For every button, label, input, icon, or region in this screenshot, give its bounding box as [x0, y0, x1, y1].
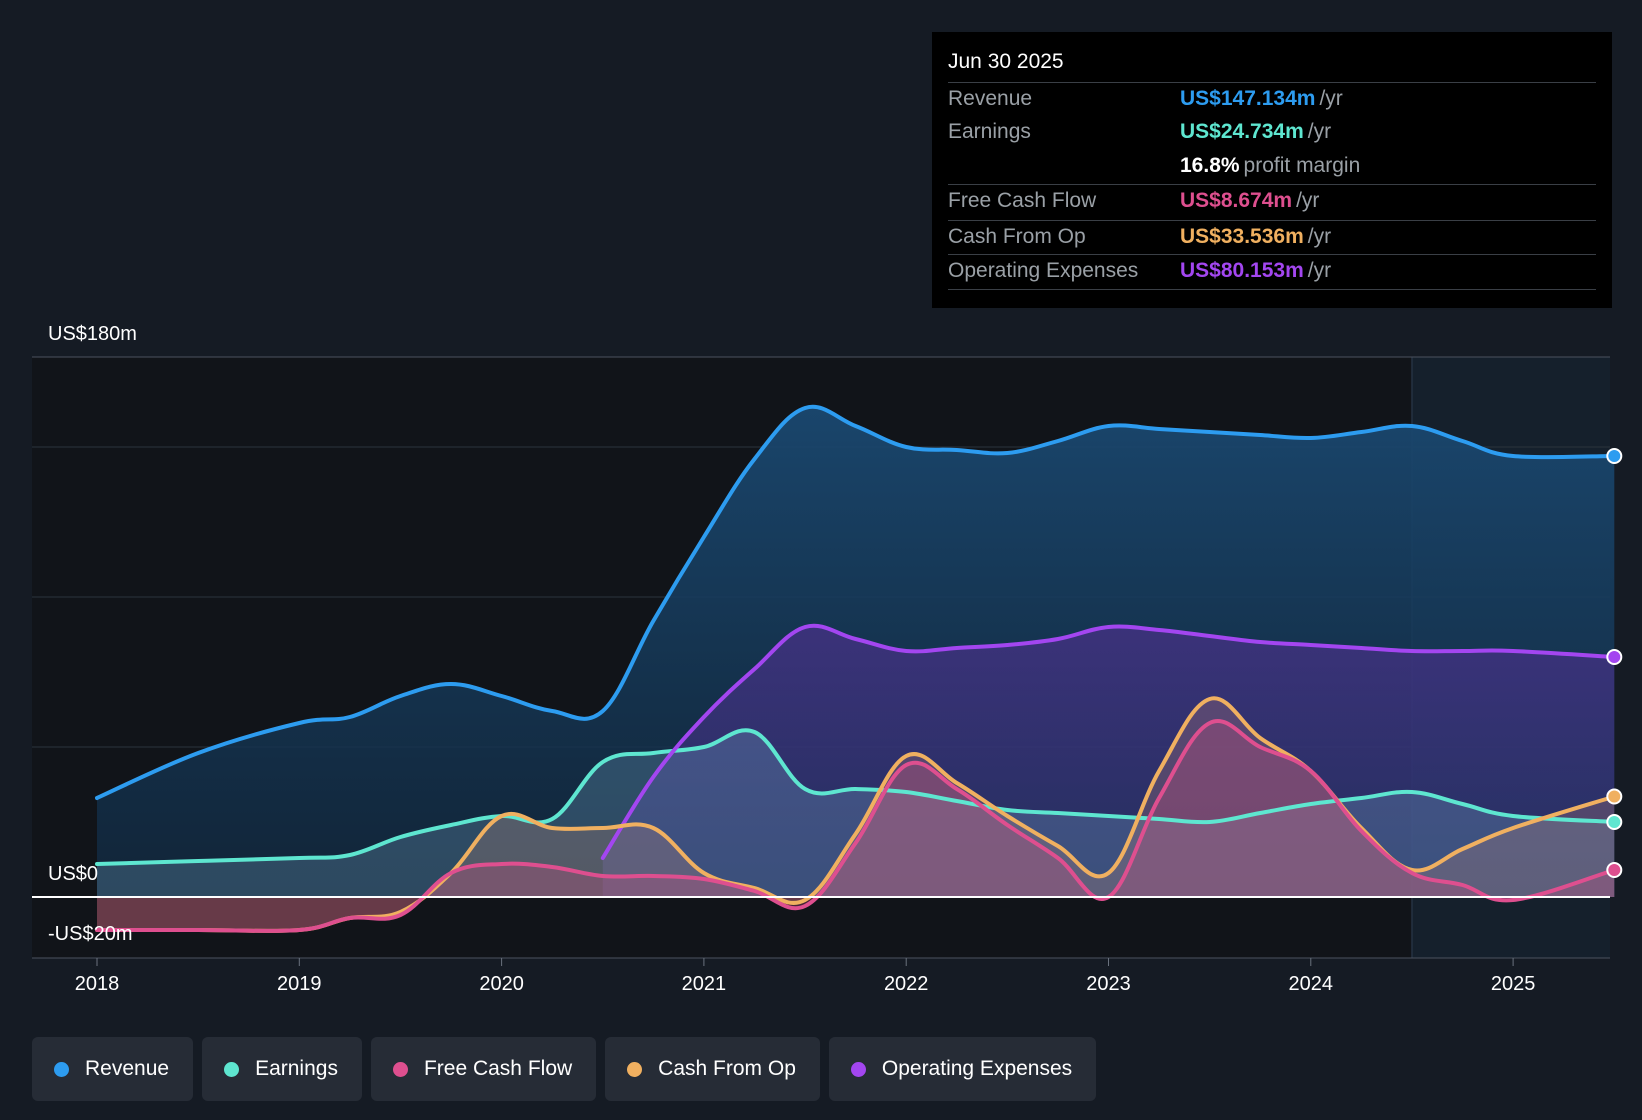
tooltip-row-revenue: Revenue US$147.134m/yr [948, 82, 1596, 117]
x-tick-label: 2019 [277, 973, 322, 995]
tooltip-date: Jun 30 2025 [948, 50, 1064, 73]
tooltip-value-cfo: US$33.536m/yr [1180, 225, 1332, 248]
line-operating-expenses [600, 623, 1617, 860]
tooltip-row-cfo: Cash From Op US$33.536m/yr [948, 220, 1596, 255]
x-tick-label: 2018 [75, 973, 120, 995]
free-cash-flow-dot-icon [392, 1061, 408, 1077]
legend-item-operating-expenses[interactable]: Operating Expenses [828, 1037, 1097, 1101]
x-tick-label: 2024 [1289, 973, 1334, 995]
tooltip-row-opex: Operating Expenses US$80.153m/yr [948, 254, 1596, 290]
legend-label-earnings: Earnings [255, 1057, 338, 1080]
x-tick-label: 2021 [682, 973, 727, 995]
y-label-top: US$180m [48, 323, 137, 345]
x-tick-label: 2023 [1086, 973, 1131, 995]
y-axis-labels: US$180m US$0 -US$20m [48, 323, 137, 945]
cash-from-op-dot-icon [627, 1061, 643, 1077]
tooltip-value-opex: US$80.153m/yr [1180, 259, 1332, 282]
tooltip-label-earnings: Earnings [948, 120, 1031, 143]
end-marker-cash-from-op [1606, 788, 1623, 805]
y-label-zero: US$0 [48, 863, 98, 885]
tooltip-value-margin: 16.8% profit margin [1180, 154, 1361, 177]
operating-expenses-dot-icon [850, 1061, 866, 1077]
legend-label-operating-expenses: Operating Expenses [881, 1057, 1073, 1080]
revenue-dot-icon [54, 1061, 69, 1077]
legend-item-revenue[interactable]: Revenue [32, 1037, 194, 1101]
area-cash-from-op [97, 698, 1615, 931]
tooltip-value-fcf: US$8.674m/yr [1180, 189, 1320, 212]
line-revenue [95, 404, 1617, 800]
legend-item-earnings[interactable]: Earnings [202, 1037, 362, 1101]
legend-label-cash-from-op: Cash From Op [658, 1057, 796, 1080]
legend-item-free-cash-flow[interactable]: Free Cash Flow [370, 1037, 597, 1101]
tooltip-panel: Jun 30 2025 Revenue US$147.134m/yr Earni… [932, 32, 1612, 308]
tooltip-row-earnings: Earnings US$24.734m/yr [948, 116, 1596, 150]
tooltip-label-revenue: Revenue [948, 87, 1033, 110]
tooltip-label-cfo: Cash From Op [948, 225, 1086, 248]
y-label-bottom: -US$20m [48, 923, 132, 945]
tooltip-row-fcf: Free Cash Flow US$8.674m/yr [948, 184, 1596, 219]
x-tick-label: 2020 [479, 973, 524, 995]
legend-label-revenue: Revenue [85, 1057, 170, 1080]
tooltip-value-earnings: US$24.734m/yr [1180, 120, 1332, 143]
tooltip-label-opex: Operating Expenses [948, 259, 1139, 282]
area-earnings [97, 730, 1615, 897]
earnings-dot-icon [224, 1061, 240, 1077]
x-tick-label: 2025 [1491, 973, 1536, 995]
end-marker-free-cash-flow [1606, 862, 1623, 878]
end-markers [1606, 448, 1623, 878]
tooltip-row-margin: 16.8% profit margin [948, 150, 1596, 184]
x-axis: 2018 2019 2020 2021 2022 2023 2024 2025 [75, 958, 1536, 995]
tooltip-value-revenue: US$147.134m/yr [1180, 87, 1343, 110]
end-marker-earnings [1606, 814, 1623, 830]
line-free-cash-flow [95, 719, 1617, 933]
legend-label-free-cash-flow: Free Cash Flow [423, 1057, 573, 1080]
end-marker-revenue [1606, 448, 1623, 464]
line-earnings [95, 728, 1617, 866]
series-lines [95, 404, 1617, 933]
end-marker-operating-expenses [1606, 649, 1623, 665]
area-free-cash-flow [97, 720, 1615, 931]
legend-item-cash-from-op[interactable]: Cash From Op [605, 1037, 820, 1101]
x-tick-label: 2022 [884, 973, 929, 995]
tooltip-label-fcf: Free Cash Flow [948, 189, 1097, 212]
legend: Revenue Earnings Free Cash Flow Cash Fro… [32, 1037, 1097, 1101]
